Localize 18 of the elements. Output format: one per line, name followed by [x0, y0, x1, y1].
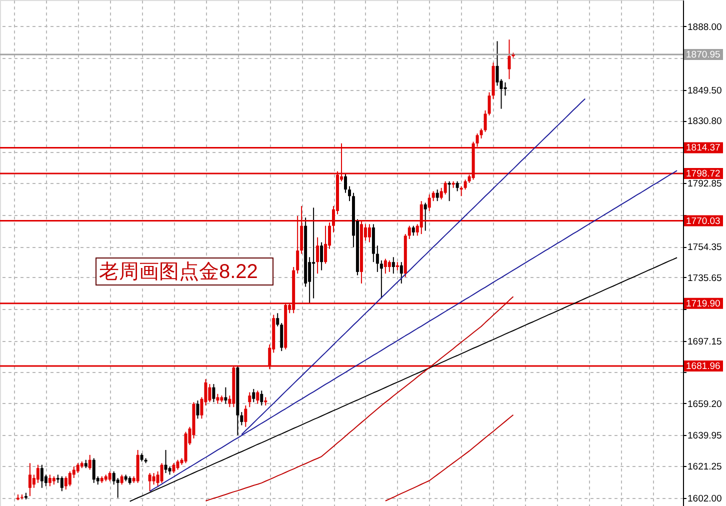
- ref-line-label: 1798.72: [686, 168, 720, 180]
- y-tick-label: 1754.35: [688, 242, 722, 254]
- y-tick-label: 1621.25: [688, 462, 722, 473]
- y-tick-label: 1849.50: [688, 85, 722, 96]
- y-tick-label: 1735.65: [688, 272, 722, 284]
- ref-line-label: 1719.90: [686, 298, 720, 310]
- ref-line-label: 1814.37: [686, 142, 720, 154]
- ref-line-label: 1870.95: [686, 49, 720, 60]
- y-tick-label: 1830.80: [688, 116, 722, 128]
- y-tick-label: 1888.00: [688, 22, 722, 33]
- ref-line-label: 1681.96: [686, 360, 720, 372]
- y-tick-label: 1659.20: [688, 398, 722, 410]
- y-tick-label: 1602.00: [688, 493, 722, 504]
- y-tick-label: 1639.95: [688, 430, 722, 442]
- annotation: 老周画图点金8.22: [99, 261, 258, 283]
- y-tick-label: 1697.15: [688, 336, 722, 348]
- ref-line-label: 1770.03: [686, 216, 720, 227]
- y-tick-label: 1792.85: [688, 178, 722, 190]
